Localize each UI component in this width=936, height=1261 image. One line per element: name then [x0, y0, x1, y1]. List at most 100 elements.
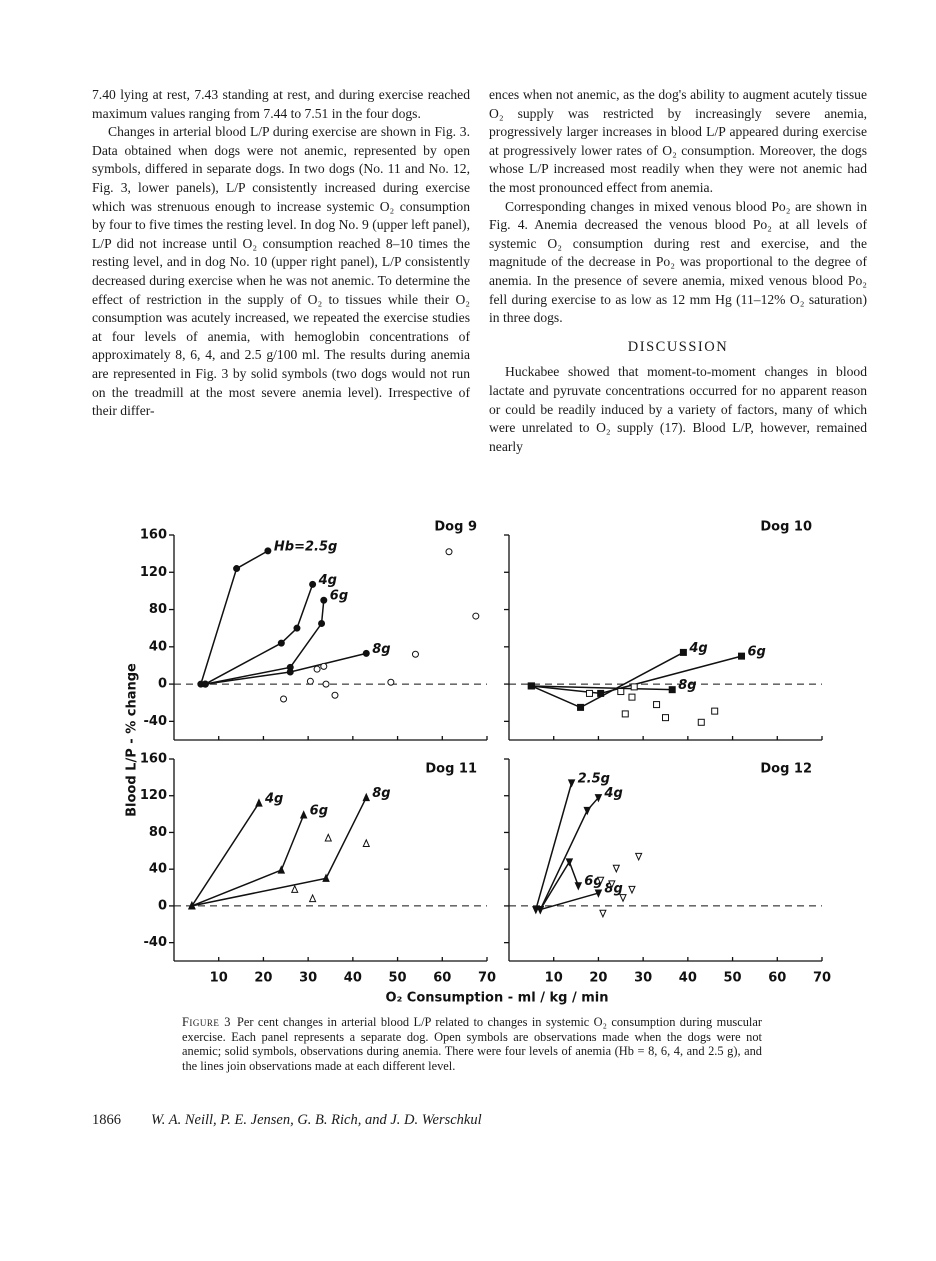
line-label: 8g [372, 786, 390, 801]
series-line [191, 802, 260, 907]
point [324, 833, 333, 842]
line-label: 8g [678, 678, 696, 693]
point [411, 650, 419, 658]
caption-text: Per cent changes in arterial blood L/P r… [182, 1015, 762, 1073]
point [264, 547, 272, 555]
series-line [204, 584, 314, 685]
x-tick-label: 10 [545, 971, 563, 986]
point [612, 864, 621, 874]
line-label: 8g [372, 642, 390, 657]
footer: 1866 W. A. Neill, P. E. Jensen, G. B. Ric… [92, 1112, 482, 1129]
line-label: 4g [688, 641, 707, 656]
point [536, 906, 545, 915]
x-tick-label: 70 [813, 971, 831, 986]
y-tick-label: 120 [140, 565, 167, 580]
paragraph: Changes in arterial blood L/P during exe… [92, 124, 470, 419]
series-line [540, 892, 599, 911]
point [362, 838, 371, 847]
y-tick-label: 0 [158, 898, 167, 913]
point [532, 906, 540, 915]
authors: W. A. Neill, P. E. Jensen, G. B. Rich, a… [151, 1112, 482, 1128]
point [634, 852, 643, 862]
y-tick-label: 40 [149, 639, 167, 654]
y-tick-label: 160 [140, 528, 167, 543]
point [608, 880, 616, 889]
point [594, 794, 603, 803]
series-line [535, 782, 573, 910]
line-label: 4g [603, 786, 622, 801]
point [308, 893, 317, 903]
panel-title: Dog 11 [425, 762, 477, 777]
line-label: 4g [264, 792, 283, 807]
point [574, 882, 583, 891]
series-line [191, 797, 367, 907]
page-number: 1866 [92, 1112, 121, 1128]
point [362, 792, 371, 802]
x-tick-label: 10 [210, 971, 228, 986]
y-tick-label: 40 [149, 862, 167, 877]
point [577, 703, 585, 711]
section-heading: DISCUSSION [627, 338, 729, 355]
y-axis-label: Blood L/P - % change [125, 663, 140, 817]
x-tick-label: 30 [634, 971, 652, 986]
figure-caption: Figure 3 Per cent changes in arterial blo… [182, 1015, 762, 1073]
point [445, 548, 453, 556]
line-label: 6g [748, 645, 766, 660]
point [599, 909, 607, 919]
point [527, 682, 535, 690]
x-tick-label: 70 [478, 971, 496, 986]
point [255, 798, 263, 807]
point [320, 596, 328, 604]
paragraph: Huckabee showed that moment-to-moment ch… [489, 364, 867, 454]
point [585, 689, 593, 697]
x-tick-label: 50 [724, 971, 742, 986]
paragraph: ences when not anemic, as the dog's abil… [489, 87, 867, 195]
point [293, 624, 301, 632]
point [567, 779, 576, 788]
point [653, 701, 661, 709]
x-tick-label: 40 [679, 971, 697, 986]
point [322, 873, 330, 882]
point [286, 668, 294, 676]
right-column: ences when not anemic, as the dog's abil… [489, 86, 867, 456]
point [565, 858, 574, 867]
point [738, 652, 746, 660]
line-label: 2.5g [578, 771, 610, 786]
series-line [539, 797, 599, 910]
point [299, 810, 308, 819]
point [290, 884, 299, 893]
point [387, 678, 395, 686]
point [188, 901, 196, 910]
series-line [531, 651, 684, 709]
point [233, 565, 241, 573]
series-line [205, 600, 325, 685]
left-column: 7.40 lying at rest, 7.43 standing at res… [92, 86, 470, 421]
caption-label: Figure 3 [182, 1015, 231, 1029]
x-tick-label: 20 [589, 971, 607, 986]
point [277, 639, 285, 647]
point [362, 649, 370, 657]
x-tick-label: 30 [299, 971, 317, 986]
y-tick-label: 80 [149, 825, 167, 840]
y-tick-label: 0 [158, 677, 167, 692]
panel-title: Dog 12 [760, 762, 812, 777]
point [679, 648, 687, 656]
x-tick-label: 60 [768, 971, 786, 986]
line-label: 8g [604, 882, 622, 897]
point [309, 580, 317, 588]
point [711, 707, 719, 715]
series-line [531, 685, 673, 691]
point [322, 680, 330, 688]
point [594, 889, 603, 898]
line-label: 4g [318, 573, 337, 588]
x-axis-label: O₂ Consumption - ml / kg / min [386, 991, 609, 1006]
point [313, 665, 321, 673]
point [583, 806, 592, 816]
point [662, 714, 669, 722]
line-label: Hb=2.5g [274, 539, 337, 554]
point [617, 688, 625, 696]
line-label: 6g [330, 589, 348, 604]
series-line [191, 814, 305, 907]
point [472, 612, 480, 620]
